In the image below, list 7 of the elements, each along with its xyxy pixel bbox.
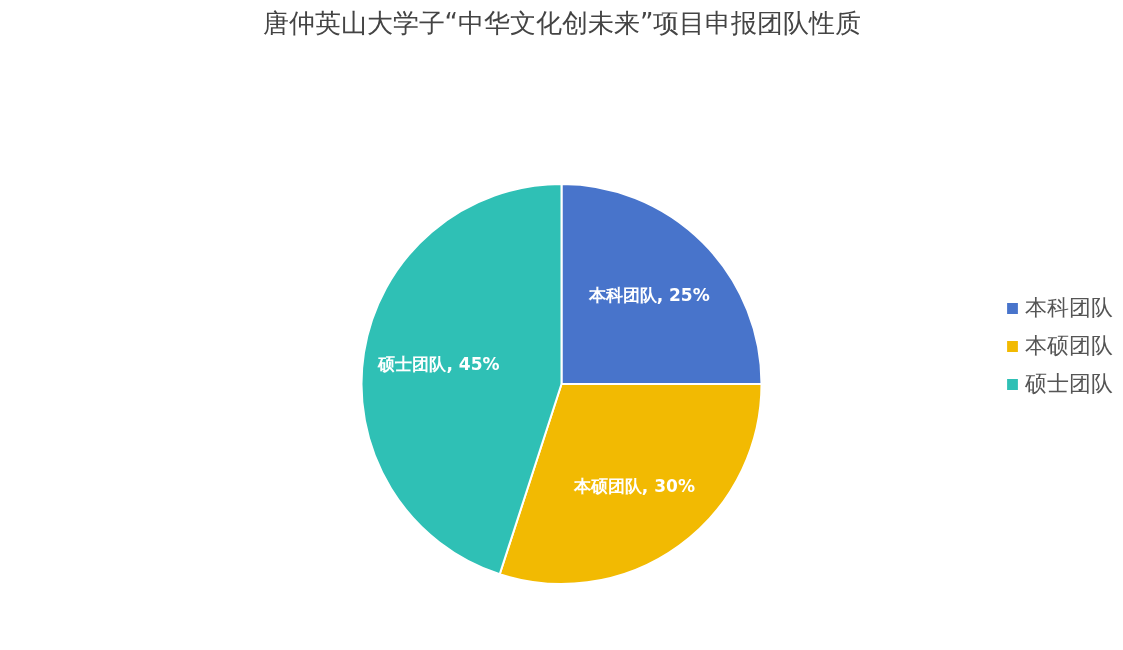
data-label: 本科团队, 25% <box>587 285 710 306</box>
data-label: 本硕团队, 30% <box>572 475 695 496</box>
legend-label: 硕士团队 <box>1025 370 1113 398</box>
chart-title: 唐仲英山大学子“中华文化创未来”项目申报团队性质 <box>262 7 862 38</box>
legend-label: 本科团队 <box>1025 294 1113 322</box>
legend-label: 本硕团队 <box>1025 332 1113 360</box>
data-label: 硕士团队, 45% <box>377 354 500 375</box>
